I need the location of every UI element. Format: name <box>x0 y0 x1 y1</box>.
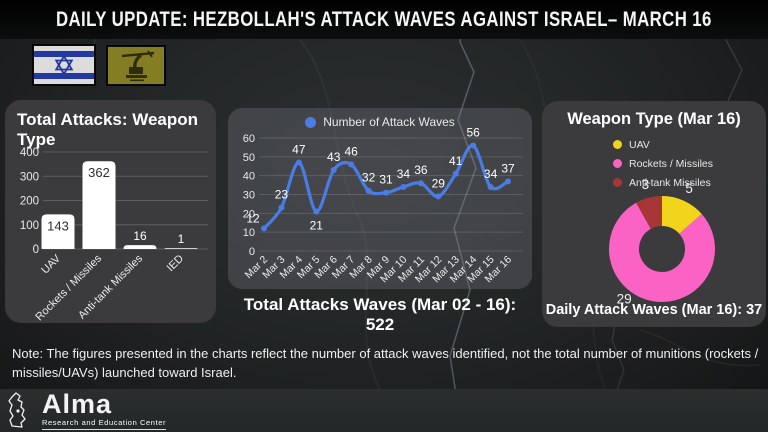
svg-text:IED: IED <box>165 253 186 274</box>
svg-text:10: 10 <box>243 227 255 239</box>
map-outline-icon <box>8 392 26 428</box>
israel-flag-stripe <box>34 73 94 79</box>
svg-text:46: 46 <box>344 144 358 158</box>
header-banner: DAILY UPDATE: HEZBOLLAH'S ATTACK WAVES A… <box>0 0 768 39</box>
pie-chart-legend: UAV Rockets / Missiles Anti-tank Missile… <box>613 135 713 192</box>
svg-text:30: 30 <box>243 190 255 202</box>
pie-chart-title: Weapon Type (Mar 16) <box>567 110 741 128</box>
svg-text:40: 40 <box>243 171 255 183</box>
svg-text:47: 47 <box>292 142 306 156</box>
footer-bar: Alma Research and Education Center <box>0 389 768 432</box>
svg-text:100: 100 <box>20 220 39 232</box>
legend-label: Rockets / Missiles <box>629 157 714 170</box>
total-attack-waves-text: Total Attacks Waves (Mar 02 - 16): 522 <box>243 295 517 335</box>
hezbollah-emblem-icon <box>121 50 155 82</box>
svg-text:UAV: UAV <box>39 252 63 276</box>
svg-text:143: 143 <box>47 218 69 233</box>
svg-text:0: 0 <box>33 244 39 256</box>
svg-text:50: 50 <box>243 152 255 164</box>
donut-chart: 5 29 3 <box>609 177 715 306</box>
legend-label: UAV <box>629 138 650 151</box>
rockets-legend-dot-icon <box>613 159 622 168</box>
svg-text:56: 56 <box>466 126 480 140</box>
antitank-legend-dot-icon <box>613 178 622 187</box>
hezbollah-flag-icon <box>107 46 165 85</box>
note-text: Note: The figures presented in the chart… <box>12 346 759 380</box>
svg-text:43: 43 <box>327 150 341 164</box>
svg-text:0: 0 <box>249 246 255 258</box>
svg-text:34: 34 <box>397 167 411 181</box>
svg-text:400: 400 <box>20 147 39 159</box>
weapon-type-pie-panel: Weapon Type (Mar 16) UAV Rockets / Missi… <box>542 101 766 327</box>
svg-text:32: 32 <box>362 171 376 185</box>
svg-text:36: 36 <box>414 163 428 177</box>
brand-subtitle: Research and Education Center <box>42 419 167 430</box>
israel-flag-icon <box>33 45 95 85</box>
svg-text:200: 200 <box>20 196 39 208</box>
brand-name: Alma <box>42 389 113 420</box>
svg-text:34: 34 <box>484 167 498 181</box>
svg-text:29: 29 <box>432 176 446 190</box>
total-attacks-bar-panel: Total Attacks: Weapon Type 0 100 200 300 400… <box>5 100 216 323</box>
daily-attack-waves-text: Daily Attack Waves (Mar 16): 37 <box>545 302 763 318</box>
svg-text:300: 300 <box>20 171 39 183</box>
bar-chart-title: Total Attacks: Weapon Type <box>17 110 199 149</box>
attack-waves-line-panel: Number of Attack Waves 0 10 20 30 40 50 60 12 Ma… <box>228 108 532 289</box>
uav-legend-dot-icon <box>613 140 622 149</box>
svg-text:41: 41 <box>449 154 463 168</box>
svg-text:12: 12 <box>246 211 260 225</box>
alma-logo: Alma Research and Education Center <box>0 389 167 430</box>
svg-text:5: 5 <box>685 181 693 196</box>
svg-text:21: 21 <box>310 218 324 232</box>
star-of-david-icon <box>54 54 74 76</box>
page-title: DAILY UPDATE: HEZBOLLAH'S ATTACK WAVES A… <box>56 7 712 31</box>
svg-text:31: 31 <box>379 173 393 187</box>
legend-dot-icon <box>305 116 317 128</box>
svg-text:3: 3 <box>642 177 650 192</box>
legend-row-antitank: Anti-tank Missiles <box>613 173 713 192</box>
svg-text:362: 362 <box>88 165 110 180</box>
svg-text:37: 37 <box>501 161 515 175</box>
line-chart-legend: Number of Attack Waves <box>228 115 532 129</box>
svg-text:60: 60 <box>243 133 255 145</box>
svg-text:23: 23 <box>275 188 289 202</box>
legend-label: Anti-tank Missiles <box>629 176 711 189</box>
svg-text:16: 16 <box>133 229 147 243</box>
israel-flag-stripe <box>34 51 94 57</box>
svg-text:29: 29 <box>617 291 632 306</box>
svg-text:1: 1 <box>178 232 185 246</box>
svg-text:20: 20 <box>243 208 255 220</box>
legend-row-uav: UAV <box>613 135 713 154</box>
legend-row-rockets: Rockets / Missiles <box>613 154 713 173</box>
legend-label: Number of Attack Waves <box>323 115 455 129</box>
